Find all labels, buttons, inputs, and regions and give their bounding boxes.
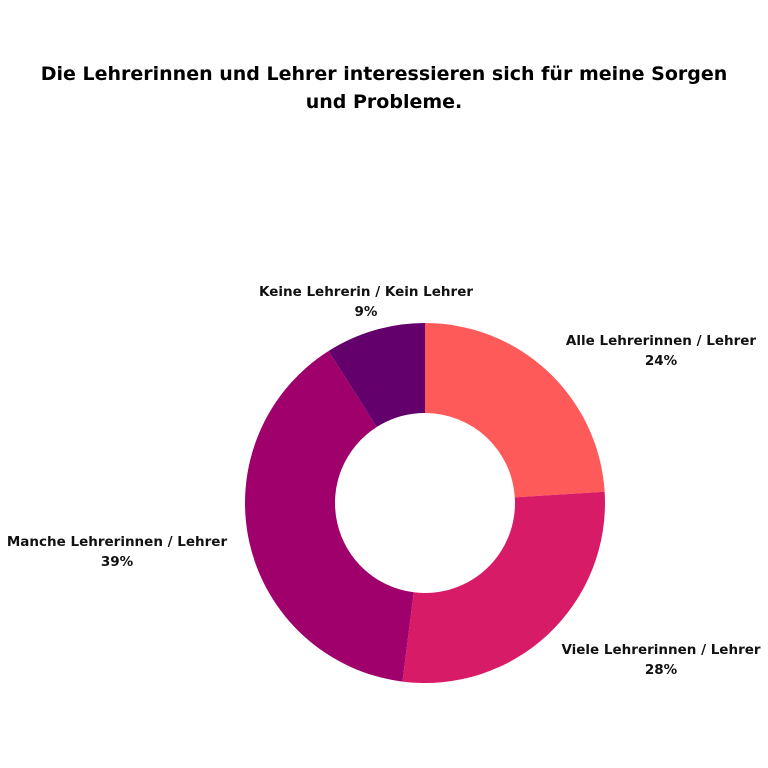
slice-1: [425, 323, 605, 498]
slice-label-4: Keine Lehrerin / Kein Lehrer: [259, 284, 473, 300]
slice-value-label-1: 24%: [645, 353, 678, 369]
slice-3: [245, 351, 414, 682]
slice-label-2: Viele Lehrerinnen / Lehrer: [561, 642, 760, 658]
slice-2: [402, 491, 606, 683]
slice-value-label-3: 39%: [101, 554, 134, 570]
slice-value-label-2: 28%: [645, 662, 678, 678]
chart-title: Die Lehrerinnen und Lehrer interessieren…: [40, 63, 728, 113]
slice-label-1: Alle Lehrerinnen / Lehrer: [566, 333, 757, 349]
slice-4: [328, 323, 425, 428]
slice-value-label-4: 9%: [355, 304, 378, 320]
slice-label-3: Manche Lehrerinnen / Lehrer: [7, 534, 228, 550]
